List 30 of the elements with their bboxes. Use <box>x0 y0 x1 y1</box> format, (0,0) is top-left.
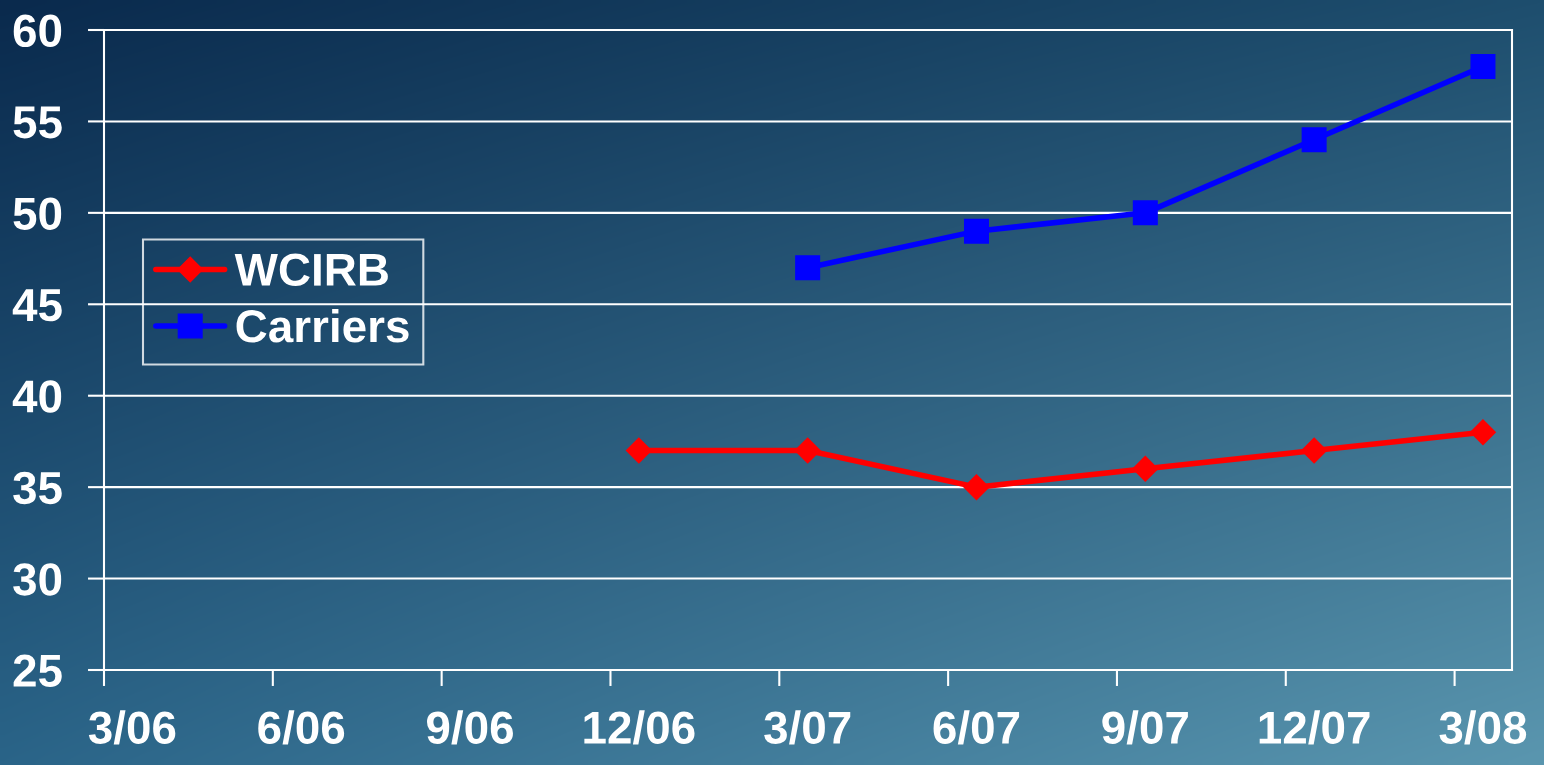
point <box>963 218 989 244</box>
y-tick-label: 25 <box>13 654 62 688</box>
y-tick-label: 30 <box>13 563 62 596</box>
point <box>795 255 821 281</box>
y-tick-label: 60 <box>13 14 62 48</box>
point <box>1132 455 1159 482</box>
y-tick-label: 50 <box>13 197 62 230</box>
point <box>1469 419 1496 446</box>
y-tick-label: 35 <box>13 471 62 505</box>
x-tick-label: 3/07 <box>764 710 851 745</box>
legend-label: WCIRB <box>234 253 388 287</box>
point <box>794 437 821 464</box>
y-tick-label: 55 <box>13 106 62 139</box>
x-tick-label: 12/07 <box>1259 710 1370 745</box>
x-tick-label: 9/07 <box>1102 710 1188 745</box>
point <box>1301 437 1328 464</box>
point <box>625 437 652 464</box>
legend-label: Carriers <box>236 308 409 343</box>
x-tick-label: 3/08 <box>1439 710 1527 745</box>
x-tick-label: 6/06 <box>258 710 345 745</box>
x-tick-label: 6/07 <box>933 710 1020 745</box>
y-tick-label: 40 <box>12 380 62 413</box>
point <box>1301 127 1327 153</box>
x-tick-label: 9/06 <box>427 710 513 745</box>
x-tick-label: 3/06 <box>88 710 176 745</box>
point <box>1470 54 1496 80</box>
point <box>963 474 990 501</box>
x-tick-label: 12/06 <box>584 710 695 745</box>
y-tick-label: 45 <box>12 289 62 322</box>
point <box>1132 200 1158 226</box>
